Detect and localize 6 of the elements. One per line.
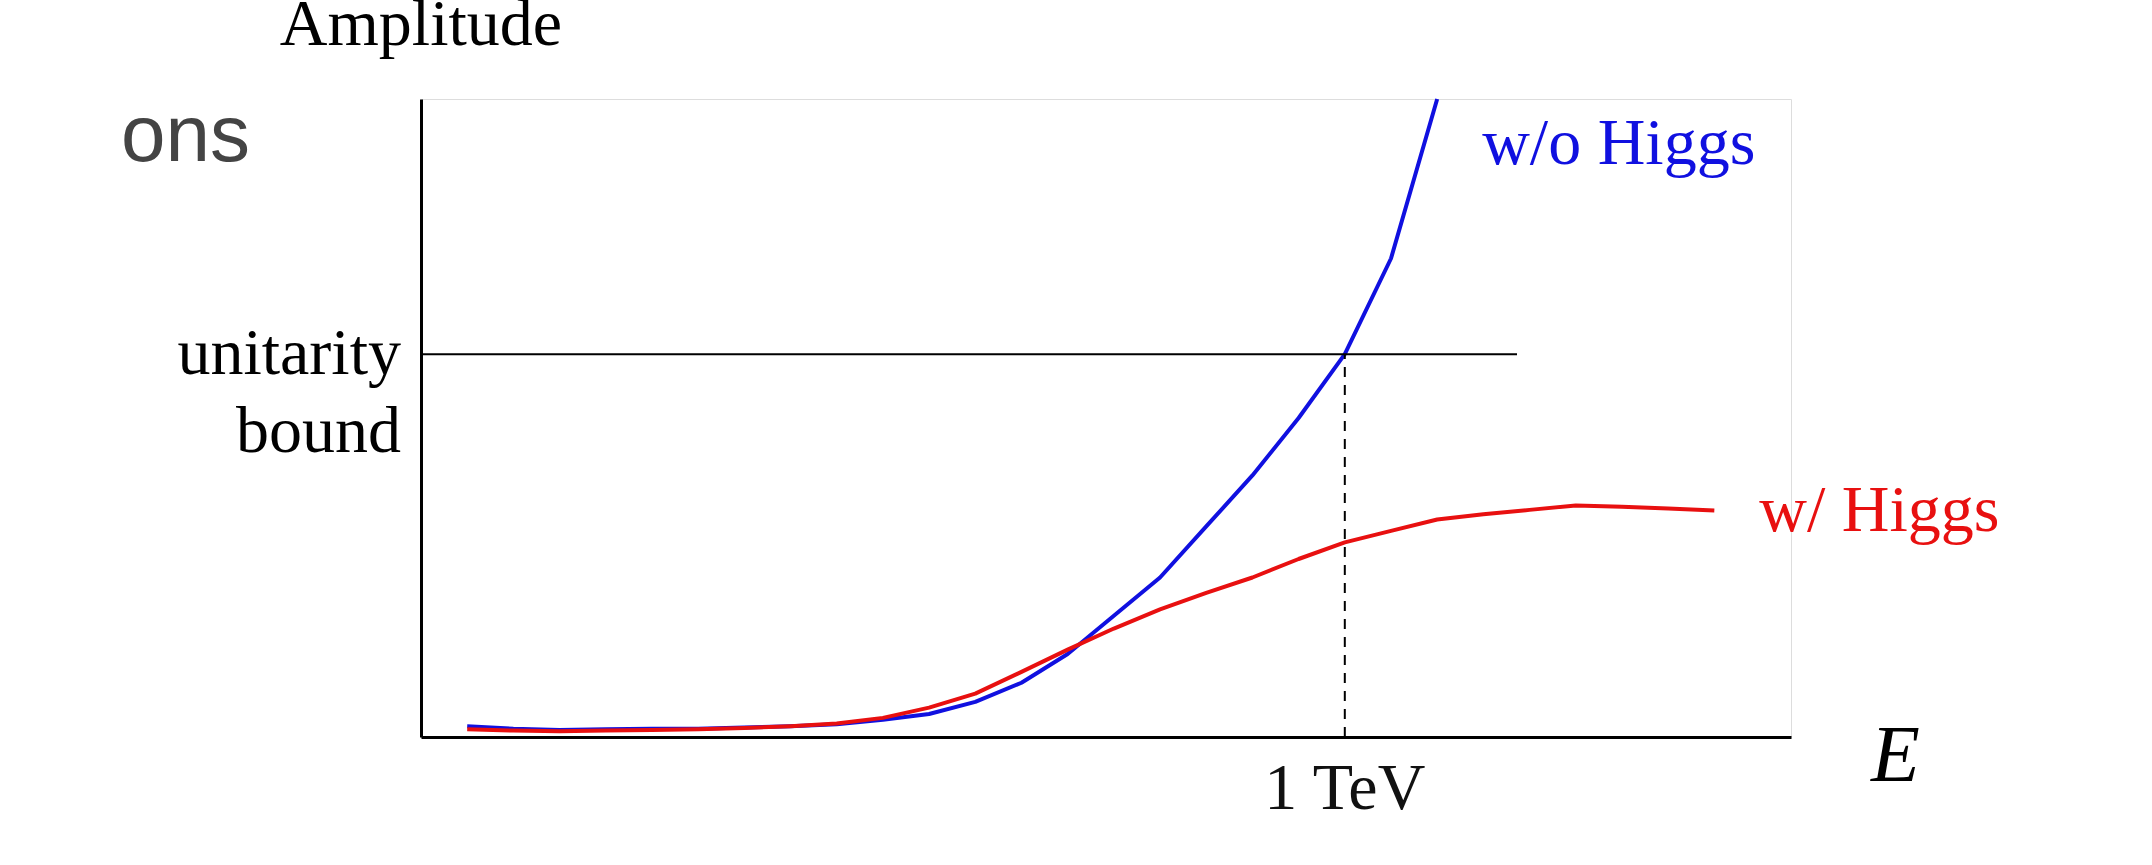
text: 1 TeV bbox=[1264, 750, 1426, 823]
ref-line-label: unitarity bound bbox=[177, 315, 401, 467]
x-axis-title: E bbox=[1870, 710, 1920, 798]
text: ons bbox=[121, 89, 250, 178]
series-label: w/ Higgs bbox=[1759, 471, 2000, 545]
series-label: w/o Higgs bbox=[1482, 105, 1756, 178]
